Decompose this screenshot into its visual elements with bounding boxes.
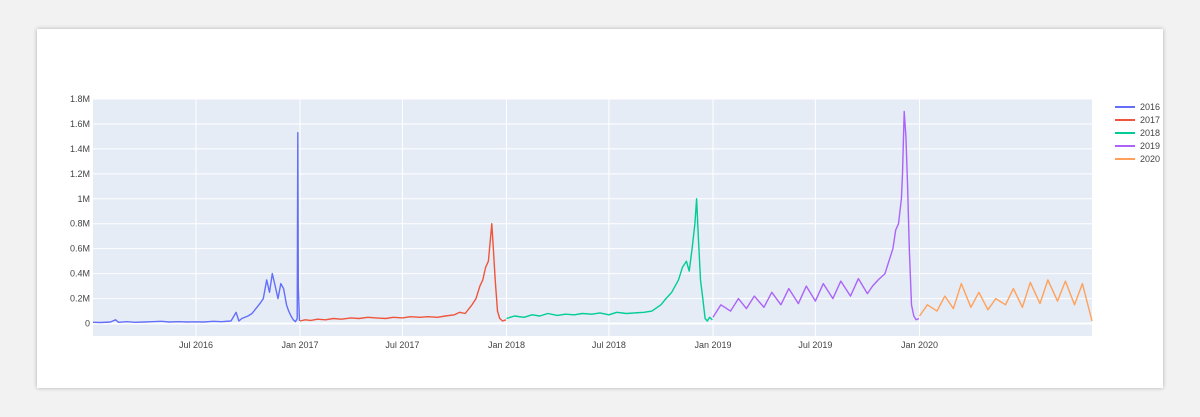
series-line-2019: [712, 110, 920, 321]
y-tick-label: 1.4M: [70, 144, 90, 154]
y-tick-label: 1.2M: [70, 169, 90, 179]
series-line-2016: [92, 131, 301, 324]
x-tick-label: Jan 2019: [694, 340, 731, 350]
legend-label-2016: 2016: [1140, 102, 1160, 112]
x-tick-label: Jul 2017: [385, 340, 419, 350]
y-tick-label: 0.6M: [70, 244, 90, 254]
x-tick-label: Jan 2020: [901, 340, 938, 350]
y-tick-label: 0.8M: [70, 219, 90, 229]
x-tick-label: Jan 2017: [282, 340, 319, 350]
y-tick-label: 0.2M: [70, 294, 90, 304]
legend-label-2017: 2017: [1140, 115, 1160, 125]
y-tick-label: 1.6M: [70, 119, 90, 129]
series-line-2017: [299, 222, 507, 322]
series-line-2020: [918, 279, 1093, 322]
line-chart: 0 0.2M 0.4M 0.6M 0.8M 1M 1.2M 1.4M 1.6M 1.8M Jul 2…: [70, 94, 1160, 350]
x-tick-label: Jan 2018: [488, 340, 525, 350]
y-tick-label: 1.8M: [70, 94, 90, 104]
legend-label-2020: 2020: [1140, 154, 1160, 164]
series-line-2018: [506, 198, 713, 322]
x-tick-label: Jul 2018: [592, 340, 626, 350]
x-tick-label: Jul 2016: [179, 340, 213, 350]
legend-label-2019: 2019: [1140, 141, 1160, 151]
legend-label-2018: 2018: [1140, 128, 1160, 138]
y-tick-label: 0.4M: [70, 269, 90, 279]
x-tick-label: Jul 2019: [798, 340, 832, 350]
y-tick-label: 0: [85, 319, 90, 329]
chart-card: 0 0.2M 0.4M 0.6M 0.8M 1M 1.2M 1.4M 1.6M 1.8M Jul 2…: [37, 29, 1163, 388]
plot-background: [93, 99, 1092, 336]
y-tick-label: 1M: [77, 194, 90, 204]
